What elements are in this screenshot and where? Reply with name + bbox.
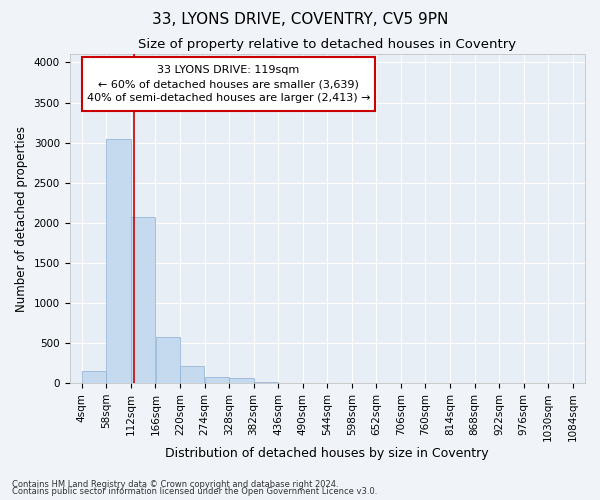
Bar (155, 338, 180, 383)
FancyBboxPatch shape (82, 57, 376, 112)
Bar (82, 371, 106, 383)
Bar (180, 366, 205, 383)
Text: 33 LYONS DRIVE: 119sqm
← 60% of detached houses are smaller (3,639)
40% of semi-: 33 LYONS DRIVE: 119sqm ← 60% of detached… (87, 65, 370, 103)
Bar (205, 378, 229, 383)
Bar (229, 378, 254, 383)
Bar (254, 382, 278, 383)
Bar (131, 217, 155, 383)
X-axis label: Distribution of detached houses by size in Coventry: Distribution of detached houses by size … (166, 447, 489, 460)
Y-axis label: Number of detached properties: Number of detached properties (15, 126, 28, 312)
Title: Size of property relative to detached houses in Coventry: Size of property relative to detached ho… (138, 38, 517, 51)
Text: Contains public sector information licensed under the Open Government Licence v3: Contains public sector information licen… (12, 487, 377, 496)
Text: Contains HM Land Registry data © Crown copyright and database right 2024.: Contains HM Land Registry data © Crown c… (12, 480, 338, 489)
Text: 33, LYONS DRIVE, COVENTRY, CV5 9PN: 33, LYONS DRIVE, COVENTRY, CV5 9PN (152, 12, 448, 28)
Bar (106, 138, 131, 383)
